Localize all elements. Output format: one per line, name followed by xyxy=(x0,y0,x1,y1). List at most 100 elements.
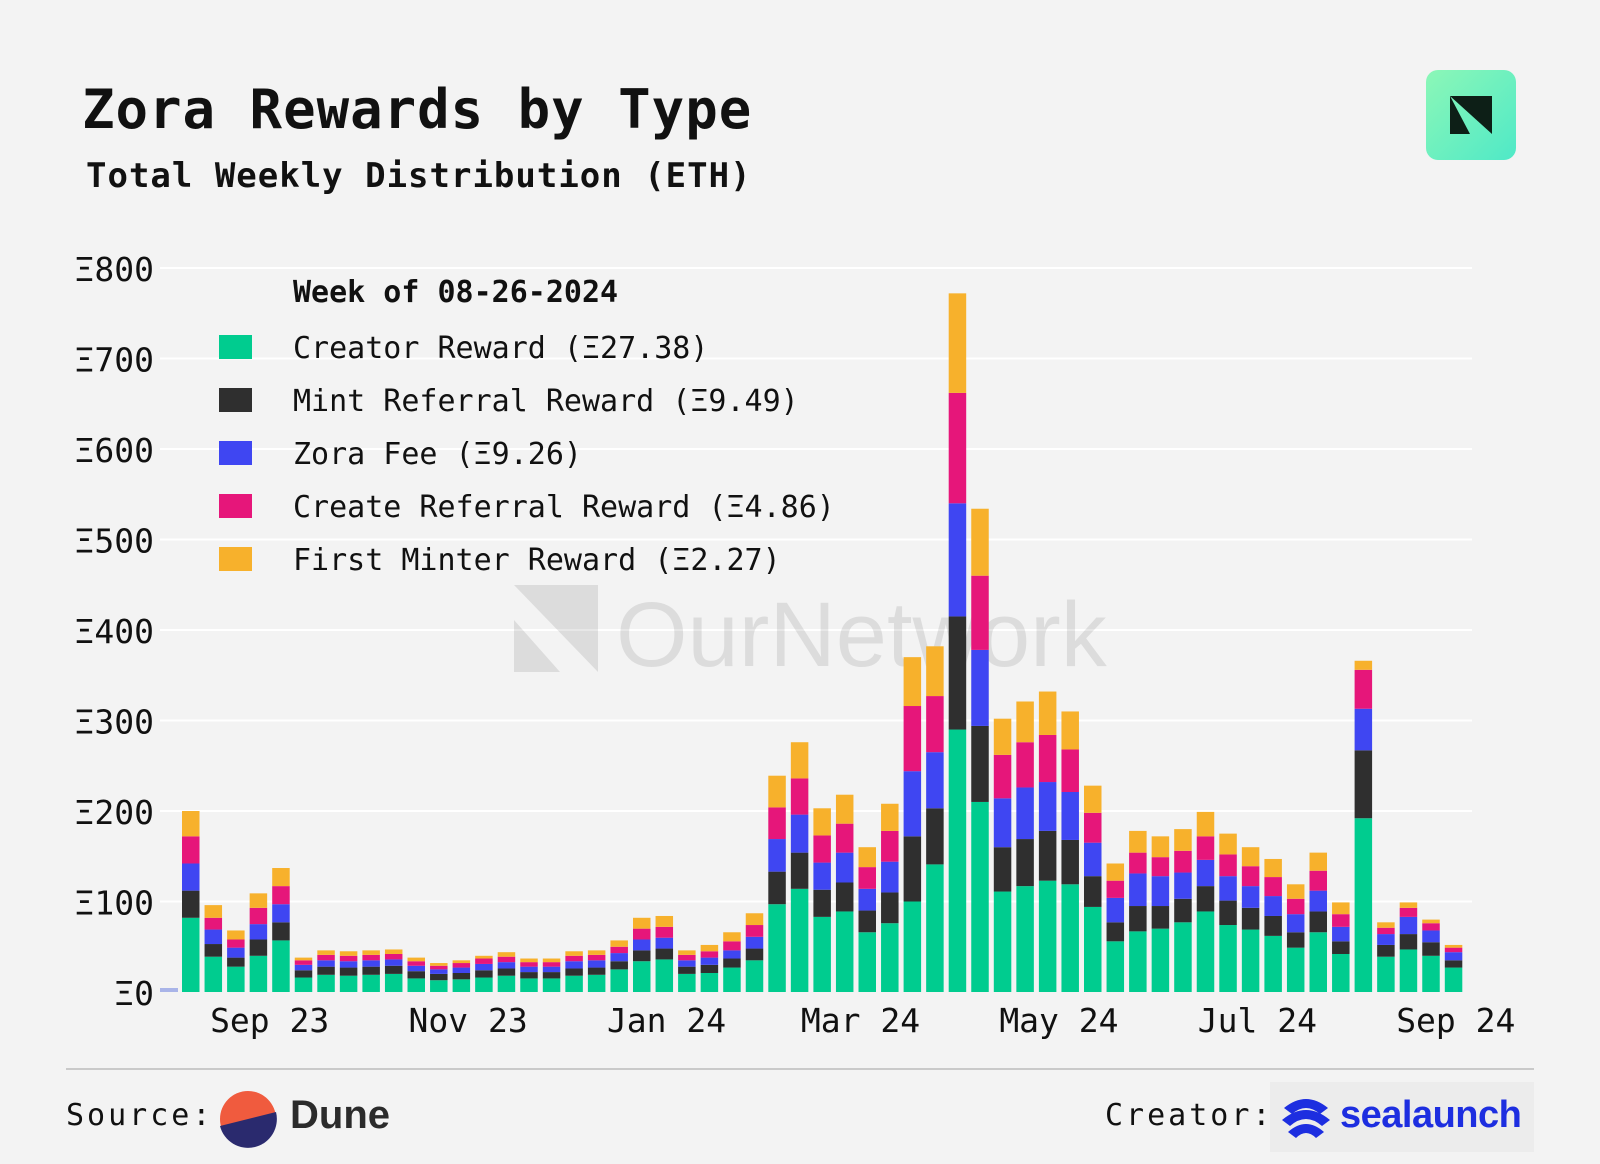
bar-segment xyxy=(182,863,200,891)
bar-segment xyxy=(362,954,380,961)
bar-segment xyxy=(249,893,268,908)
x-tick-label: Sep 24 xyxy=(1396,1001,1515,1040)
bar-segment xyxy=(1061,749,1079,792)
bar-segment xyxy=(700,957,719,965)
bar-segment xyxy=(881,803,899,831)
bar-segment xyxy=(768,807,786,840)
bar-segment xyxy=(1106,922,1125,942)
bar-segment xyxy=(700,951,719,958)
bar-segment xyxy=(858,888,876,911)
bar-segment xyxy=(1219,925,1237,992)
bar-segment xyxy=(1016,742,1034,788)
bar-segment xyxy=(1196,836,1215,860)
bar-segment xyxy=(1196,886,1215,912)
bar-segment xyxy=(881,892,899,924)
bar-segment xyxy=(926,752,944,809)
bar-segment xyxy=(204,905,223,918)
bar-segment xyxy=(1399,907,1418,917)
bar-segment xyxy=(272,886,290,905)
bar-segment xyxy=(542,958,561,963)
bar-segment xyxy=(678,960,696,967)
watermark: OurNetwork xyxy=(514,584,1108,686)
legend-title: Week of 08-26-2024 xyxy=(293,275,618,310)
bar-segment xyxy=(1129,852,1147,874)
bar-segment xyxy=(768,904,786,992)
y-tick-label: Ξ0 xyxy=(114,974,154,1013)
bar-segment xyxy=(971,801,989,992)
bar-segment xyxy=(1286,932,1305,948)
bar-segment xyxy=(475,977,493,992)
bar-segment xyxy=(1106,941,1125,992)
bar-segment xyxy=(835,882,854,912)
bar-segment xyxy=(1399,949,1418,992)
bar-segment xyxy=(475,958,493,964)
bar-segment xyxy=(430,969,448,974)
bar-segment xyxy=(926,864,944,992)
bar-segment xyxy=(565,955,583,962)
bar-segment xyxy=(655,915,674,927)
y-tick-label: Ξ800 xyxy=(75,250,154,289)
bar-segment xyxy=(430,980,448,992)
bar-segment xyxy=(655,959,674,992)
x-tick-label: Mar 24 xyxy=(801,1001,920,1040)
bar-segment xyxy=(1399,902,1418,908)
bar-segment xyxy=(926,808,944,865)
bar-segment xyxy=(1219,833,1237,855)
bar-segment xyxy=(1286,914,1305,933)
bar-segment xyxy=(1286,898,1305,915)
x-tick-label: Nov 23 xyxy=(409,1001,528,1040)
bar-segment xyxy=(1444,952,1463,961)
bar-segment xyxy=(881,861,899,893)
bar-segment xyxy=(520,962,538,967)
bar-segment xyxy=(610,946,628,954)
bar-segment xyxy=(993,891,1012,992)
bar-segment xyxy=(1038,880,1057,992)
x-tick-label: Sep 23 xyxy=(210,1001,329,1040)
bar-segment xyxy=(1174,922,1192,992)
bar-segment xyxy=(790,888,809,992)
bar-segment xyxy=(1241,907,1260,930)
bar-segment xyxy=(1084,906,1102,992)
bar-segment xyxy=(497,962,516,969)
bar-segment xyxy=(971,725,989,802)
bar-segment xyxy=(294,977,313,992)
bar-segment xyxy=(384,973,403,992)
bar-segment xyxy=(1354,708,1373,751)
bar-segment xyxy=(362,950,380,955)
bar-segment xyxy=(971,575,989,650)
bar-segment xyxy=(881,923,899,992)
bar-segment xyxy=(1219,876,1237,901)
bar-segment xyxy=(633,950,651,962)
bar-segment xyxy=(993,754,1012,799)
bar-segment xyxy=(1444,944,1463,948)
bar-segment xyxy=(407,965,425,972)
bar-segment xyxy=(542,962,561,967)
bar-segment xyxy=(835,823,854,853)
bar-segment xyxy=(813,862,831,890)
y-tick-label: Ξ200 xyxy=(75,793,154,832)
bar-segment xyxy=(272,904,290,923)
watermark-text: OurNetwork xyxy=(616,584,1108,686)
bar-segment xyxy=(339,951,358,956)
bar-segment xyxy=(655,926,674,938)
creator-name: sealaunch xyxy=(1340,1094,1522,1136)
bar-segment xyxy=(452,960,471,964)
bar-segment xyxy=(1264,896,1282,916)
bar-segment xyxy=(881,830,899,862)
bar-segment xyxy=(227,957,245,967)
bar-segment xyxy=(362,974,380,992)
bar-segment xyxy=(272,940,290,992)
bar-segment xyxy=(610,953,628,962)
bar-segment xyxy=(520,958,538,963)
bar-segment xyxy=(182,890,200,918)
bar-segment xyxy=(317,954,335,961)
bar-segment xyxy=(1422,923,1440,931)
bar-segment xyxy=(384,949,403,954)
bar-segment xyxy=(1286,884,1305,899)
bar-segment xyxy=(1354,669,1373,709)
bar-segment xyxy=(1332,902,1350,915)
chart-title: Zora Rewards by Type xyxy=(82,78,753,141)
x-tick-label: Jan 24 xyxy=(607,1001,726,1040)
bar-segment xyxy=(1196,911,1215,992)
bar-segment xyxy=(723,950,741,959)
